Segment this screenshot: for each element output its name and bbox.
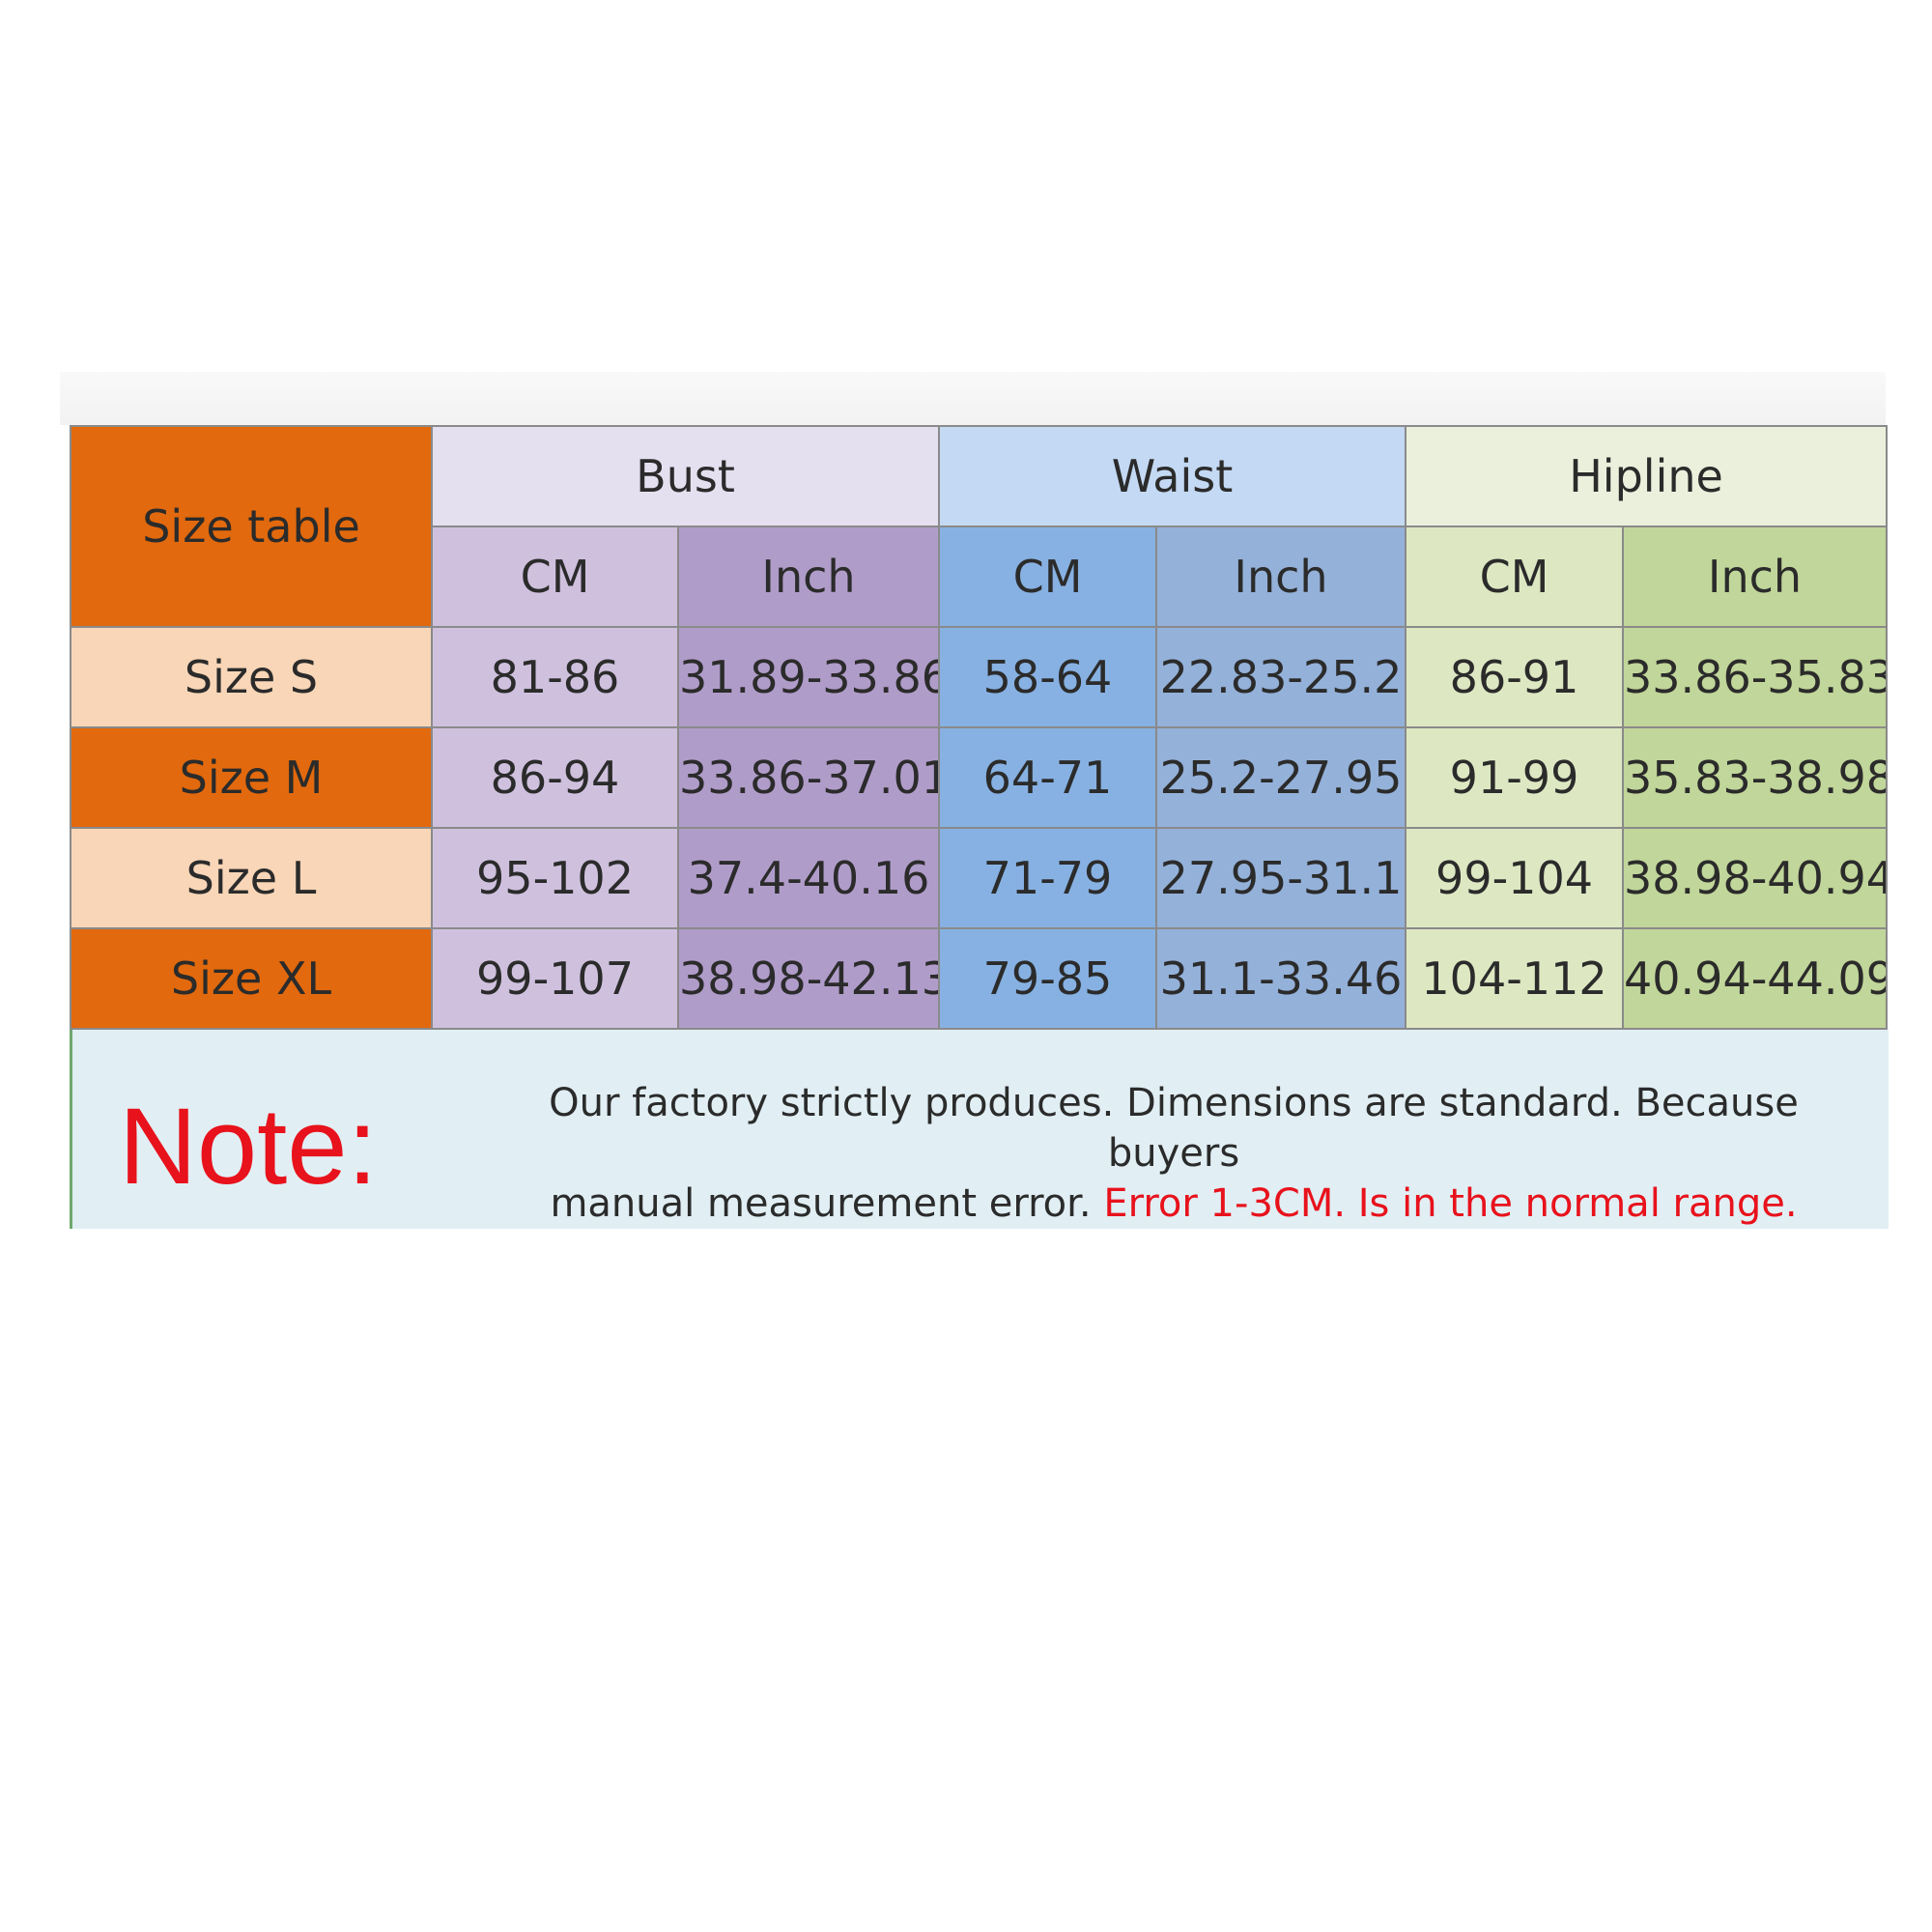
size-label: Size L [70,827,433,929]
waist-inch-cell: 25.2-27.95 [1154,726,1407,829]
unit-header-hip-cm: CM [1405,526,1625,628]
note-text: Our factory strictly produces. Dimension… [488,1078,1860,1229]
note-warning: Error 1-3CM. Is in the normal range. [1103,1181,1798,1226]
hip-cm-cell: 86-91 [1405,626,1625,728]
unit-header-hip-inch: Inch [1622,526,1889,628]
hip-inch-cell: 33.86-35.83 [1622,626,1889,728]
size-label: Size S [70,626,433,728]
bust-cm-cell: 95-102 [431,827,679,929]
hip-cm-cell: 104-112 [1405,927,1625,1030]
bust-cm-cell: 81-86 [431,626,679,728]
size-label: Size M [70,726,433,829]
bust-inch-cell: 33.86-37.01 [677,726,940,829]
waist-cm-cell: 58-64 [938,626,1157,728]
note-panel: Note: Our factory strictly produces. Dim… [70,1030,1889,1229]
waist-cm-cell: 71-79 [938,827,1157,929]
bust-inch-cell: 37.4-40.16 [677,827,940,929]
size-label: Size XL [70,927,433,1030]
bust-inch-cell: 38.98-42.13 [677,927,940,1030]
corner-label: Size table [70,425,433,628]
hip-inch-cell: 35.83-38.98 [1622,726,1889,829]
note-line-1: Our factory strictly produces. Dimension… [549,1081,1799,1176]
bust-cm-cell: 86-94 [431,726,679,829]
waist-cm-cell: 79-85 [938,927,1157,1030]
unit-header-waist-cm: CM [938,526,1157,628]
group-header-bust: Bust [431,425,940,527]
header-row-units: CM Inch CM Inch CM Inch [71,526,1889,628]
table-row: Size XL 99-107 38.98-42.13 79-85 31.1-33… [70,927,1889,1030]
waist-inch-cell: 31.1-33.46 [1154,927,1407,1030]
table-row: Size S 81-86 31.89-33.86 58-64 22.83-25.… [70,626,1889,728]
size-chart: Size table Bust Waist Hipline CM Inch CM… [70,425,1889,1229]
hip-cm-cell: 99-104 [1405,827,1625,929]
hip-inch-cell: 40.94-44.09 [1622,927,1889,1030]
hip-cm-cell: 91-99 [1405,726,1625,829]
waist-inch-cell: 27.95-31.1 [1154,827,1407,929]
table-row: Size L 95-102 37.4-40.16 71-79 27.95-31.… [70,827,1889,929]
group-header-waist: Waist [937,425,1407,527]
hip-inch-cell: 38.98-40.94 [1622,827,1889,929]
group-header-hipline: Hipline [1405,425,1889,527]
top-strip [60,372,1886,425]
waist-cm-cell: 64-71 [938,726,1157,829]
unit-header-bust-inch: Inch [677,526,940,628]
unit-header-waist-inch: Inch [1154,526,1407,628]
note-label: Note: [119,1086,378,1207]
table-row: Size M 86-94 33.86-37.01 64-71 25.2-27.9… [70,726,1889,829]
bust-cm-cell: 99-107 [431,927,679,1030]
size-table: Size table Bust Waist Hipline CM Inch CM… [70,425,1889,1030]
note-line-2: manual measurement error. [550,1181,1092,1226]
unit-header-bust-cm: CM [431,526,679,628]
bust-inch-cell: 31.89-33.86 [677,626,940,728]
header-row-groups: Size table Bust Waist Hipline [70,425,1889,628]
waist-inch-cell: 22.83-25.2 [1154,626,1407,728]
